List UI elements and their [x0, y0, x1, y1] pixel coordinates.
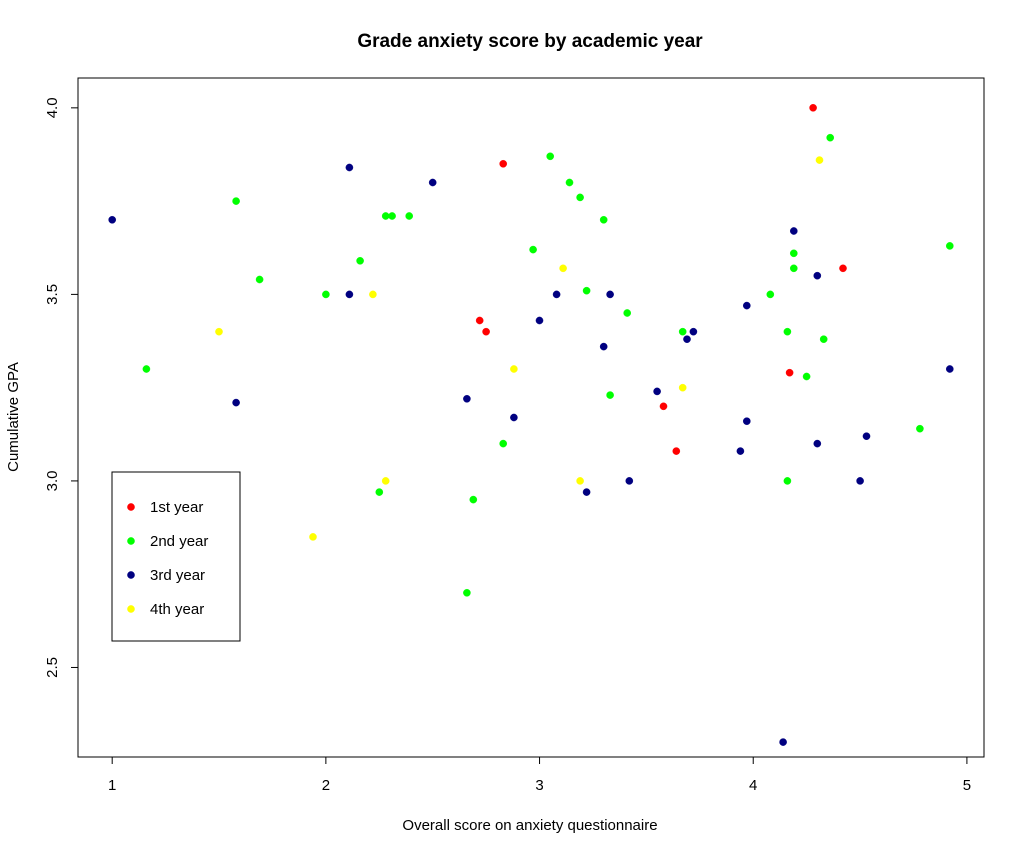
point-2nd-year — [790, 265, 797, 272]
point-2nd-year — [679, 328, 686, 335]
point-3rd-year — [737, 448, 744, 455]
point-3rd-year — [683, 336, 690, 343]
legend-marker — [127, 605, 134, 612]
legend-marker — [127, 537, 134, 544]
point-3rd-year — [429, 179, 436, 186]
point-3rd-year — [654, 388, 661, 395]
point-2nd-year — [827, 134, 834, 141]
x-tick-label: 3 — [535, 777, 543, 794]
point-1st-year — [786, 369, 793, 376]
point-4th-year — [309, 533, 316, 540]
point-1st-year — [839, 265, 846, 272]
point-2nd-year — [256, 276, 263, 283]
point-3rd-year — [790, 227, 797, 234]
point-2nd-year — [624, 309, 631, 316]
point-2nd-year — [607, 392, 614, 399]
point-1st-year — [476, 317, 483, 324]
point-4th-year — [577, 477, 584, 484]
point-2nd-year — [357, 257, 364, 264]
point-1st-year — [660, 403, 667, 410]
point-1st-year — [810, 104, 817, 111]
point-2nd-year — [803, 373, 810, 380]
point-3rd-year — [233, 399, 240, 406]
point-3rd-year — [553, 291, 560, 298]
point-3rd-year — [863, 433, 870, 440]
legend: 1st year 2nd year 3rd year 4th year — [112, 472, 240, 641]
legend-label: 4th year — [150, 601, 204, 618]
point-2nd-year — [376, 489, 383, 496]
point-3rd-year — [536, 317, 543, 324]
point-3rd-year — [607, 291, 614, 298]
point-4th-year — [560, 265, 567, 272]
y-tick-label: 3.0 — [44, 470, 61, 491]
y-tick-label: 3.5 — [44, 284, 61, 305]
point-3rd-year — [814, 272, 821, 279]
y-tick-label: 2.5 — [44, 657, 61, 678]
point-2nd-year — [530, 246, 537, 253]
point-4th-year — [816, 157, 823, 164]
point-4th-year — [369, 291, 376, 298]
point-3rd-year — [743, 302, 750, 309]
point-4th-year — [382, 477, 389, 484]
point-2nd-year — [566, 179, 573, 186]
point-1st-year — [500, 160, 507, 167]
point-3rd-year — [743, 418, 750, 425]
point-2nd-year — [143, 365, 150, 372]
point-1st-year — [483, 328, 490, 335]
point-2nd-year — [233, 198, 240, 205]
point-2nd-year — [382, 212, 389, 219]
point-1st-year — [673, 448, 680, 455]
point-2nd-year — [577, 194, 584, 201]
point-3rd-year — [346, 164, 353, 171]
point-3rd-year — [583, 489, 590, 496]
point-2nd-year — [784, 328, 791, 335]
y-axis-label: Cumulative GPA — [5, 362, 22, 472]
point-2nd-year — [767, 291, 774, 298]
point-2nd-year — [500, 440, 507, 447]
legend-marker — [127, 503, 134, 510]
point-2nd-year — [583, 287, 590, 294]
point-3rd-year — [346, 291, 353, 298]
point-2nd-year — [916, 425, 923, 432]
point-3rd-year — [463, 395, 470, 402]
point-4th-year — [215, 328, 222, 335]
x-tick-label: 5 — [963, 777, 971, 794]
point-3rd-year — [626, 477, 633, 484]
legend-label: 2nd year — [150, 533, 208, 550]
point-3rd-year — [780, 739, 787, 746]
point-2nd-year — [790, 250, 797, 257]
point-2nd-year — [389, 212, 396, 219]
x-tick-label: 2 — [322, 777, 330, 794]
point-4th-year — [679, 384, 686, 391]
point-2nd-year — [322, 291, 329, 298]
point-2nd-year — [547, 153, 554, 160]
legend-marker — [127, 571, 134, 578]
point-3rd-year — [510, 414, 517, 421]
point-2nd-year — [946, 242, 953, 249]
point-3rd-year — [109, 216, 116, 223]
point-3rd-year — [690, 328, 697, 335]
legend-label: 3rd year — [150, 567, 205, 584]
point-2nd-year — [463, 589, 470, 596]
legend-label: 1st year — [150, 499, 203, 516]
point-3rd-year — [814, 440, 821, 447]
point-3rd-year — [857, 477, 864, 484]
point-2nd-year — [784, 477, 791, 484]
y-tick-label: 4.0 — [44, 97, 61, 118]
chart-title: Grade anxiety score by academic year — [357, 31, 703, 52]
x-tick-label: 4 — [749, 777, 757, 794]
point-3rd-year — [600, 343, 607, 350]
point-2nd-year — [600, 216, 607, 223]
x-axis-label: Overall score on anxiety questionnaire — [402, 817, 657, 834]
x-tick-label: 1 — [108, 777, 116, 794]
point-2nd-year — [820, 336, 827, 343]
point-3rd-year — [946, 365, 953, 372]
point-4th-year — [510, 365, 517, 372]
point-2nd-year — [470, 496, 477, 503]
point-2nd-year — [406, 212, 413, 219]
